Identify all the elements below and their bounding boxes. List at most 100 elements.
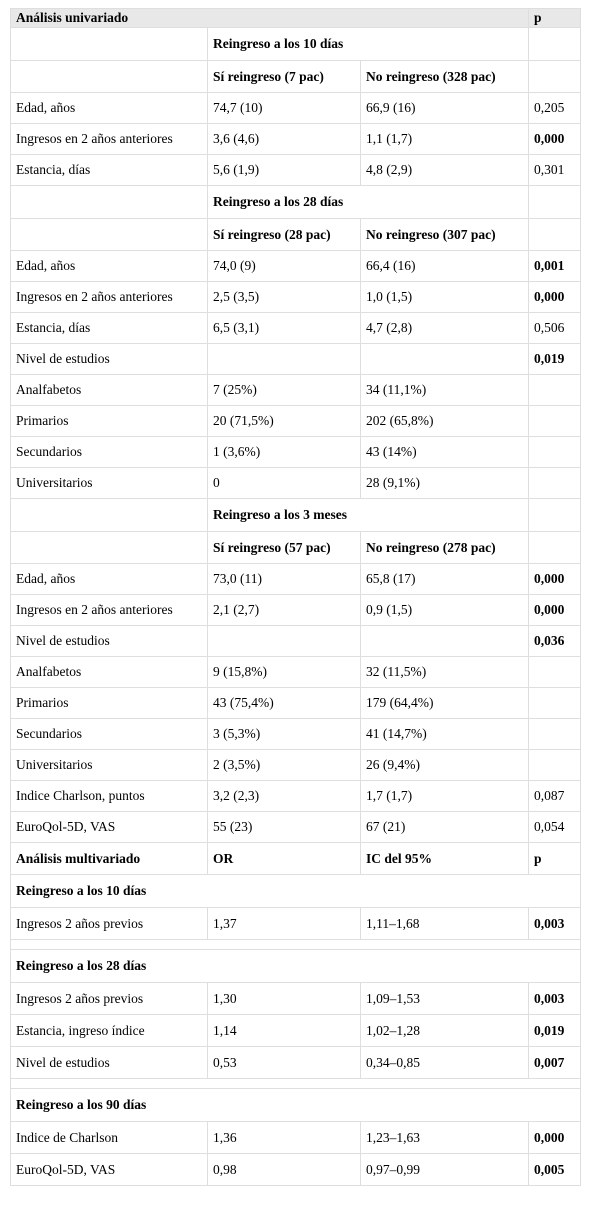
no-value: 1,7 (1,7) [359, 780, 530, 812]
or-value: 1,36 [207, 1121, 361, 1154]
row-label: Ingresos 2 años previos [10, 907, 208, 940]
no-value: 34 (11,1%) [359, 374, 530, 406]
p-value: 0,005 [528, 1153, 582, 1186]
no-readmission-header: No reingreso (328 pac) [359, 60, 530, 93]
section-title-row: Reingreso a los 90 días [9, 1088, 582, 1122]
ci-header: IC del 95% [359, 842, 530, 875]
row-label: Analfabetos [10, 374, 208, 406]
p-value: 0,007 [528, 1046, 582, 1079]
or-value: 1,14 [207, 1014, 361, 1047]
row-label: Edad, años [10, 563, 208, 595]
no-readmission-header: No reingreso (307 pac) [359, 218, 530, 251]
yes-readmission-header: Sí reingreso (28 pac) [207, 218, 361, 251]
multivariate-header-row: Análisis multivariado OR IC del 95% p [10, 842, 582, 875]
column-header-empty [528, 218, 582, 251]
table-row: Universitarios 0 28 (9,1%) [10, 467, 582, 499]
p-value [528, 749, 582, 781]
row-label: Indice de Charlson [10, 1121, 208, 1154]
p-value: 0,019 [528, 343, 582, 375]
ci-value: 1,11–1,68 [359, 907, 530, 940]
ci-value: 0,97–0,99 [359, 1153, 530, 1186]
table-row: Estancia, ingreso índice 1,14 1,02–1,28 0,0… [10, 1014, 582, 1047]
yes-value [207, 343, 361, 375]
multivariate-p-header: p [528, 842, 582, 875]
section-title-row: Reingreso a los 10 días [9, 874, 582, 908]
no-value [359, 343, 530, 375]
group-empty-cell [10, 498, 208, 532]
multivariate-title: Análisis multivariado [10, 842, 208, 875]
yes-value: 0 [207, 467, 361, 499]
group-empty-cell [528, 185, 582, 219]
yes-readmission-header: Sí reingreso (57 pac) [207, 531, 361, 564]
p-value [528, 405, 582, 437]
group-column-header-row: Sí reingreso (28 pac) No reingreso (307 p… [10, 218, 582, 251]
table-row: Ingresos en 2 años anteriores 2,5 (3,5) 1,… [10, 281, 582, 313]
row-label: Edad, años [10, 250, 208, 282]
group-title-row: Reingreso a los 10 días [10, 27, 582, 61]
column-header-empty [528, 60, 582, 93]
row-label: Universitarios [10, 467, 208, 499]
yes-value: 2,5 (3,5) [207, 281, 361, 313]
no-value: 28 (9,1%) [359, 467, 530, 499]
table-row: Ingresos en 2 años anteriores 2,1 (2,7) 0,… [10, 594, 582, 626]
group-title: Reingreso a los 10 días [206, 27, 530, 61]
table-row: Secundarios 3 (5,3%) 41 (14,7%) [10, 718, 582, 750]
or-value: 0,53 [207, 1046, 361, 1079]
yes-value: 43 (75,4%) [207, 687, 361, 719]
row-label: Secundarios [10, 436, 208, 468]
no-value: 66,9 (16) [359, 92, 530, 124]
yes-value: 3 (5,3%) [207, 718, 361, 750]
row-label: EuroQol-5D, VAS [10, 811, 208, 843]
row-label: Primarios [10, 405, 208, 437]
section-spacer-row [9, 1078, 582, 1089]
table-row: Nivel de estudios 0,036 [10, 625, 582, 657]
no-readmission-header: No reingreso (278 pac) [359, 531, 530, 564]
or-value: 1,30 [207, 982, 361, 1015]
no-value: 66,4 (16) [359, 250, 530, 282]
p-value: 0,087 [528, 780, 582, 812]
table-row: Indice de Charlson 1,36 1,23–1,63 0,000 [10, 1121, 582, 1154]
column-header-empty [10, 218, 208, 251]
group-title-row: Reingreso a los 3 meses [10, 498, 582, 532]
group-title: Reingreso a los 28 días [206, 185, 530, 219]
p-value: 0,000 [528, 563, 582, 595]
p-value [528, 467, 582, 499]
p-value: 0,000 [528, 123, 582, 155]
univariate-title: Análisis univariado [9, 8, 530, 28]
p-value [528, 436, 582, 468]
spacer-cell [9, 939, 582, 950]
yes-value: 6,5 (3,1) [207, 312, 361, 344]
table-row: Nivel de estudios 0,53 0,34–0,85 0,007 [10, 1046, 582, 1079]
p-value: 0,506 [528, 312, 582, 344]
p-value: 0,003 [528, 907, 582, 940]
ci-value: 1,09–1,53 [359, 982, 530, 1015]
no-value: 43 (14%) [359, 436, 530, 468]
row-label: Ingresos en 2 años anteriores [10, 281, 208, 313]
table-row: EuroQol-5D, VAS 0,98 0,97–0,99 0,005 [10, 1153, 582, 1186]
row-label: Estancia, días [10, 154, 208, 186]
or-value: 1,37 [207, 907, 361, 940]
ci-value: 1,02–1,28 [359, 1014, 530, 1047]
group-column-header-row: Sí reingreso (7 pac) No reingreso (328 pa… [10, 60, 582, 93]
column-header-empty [10, 60, 208, 93]
p-value [528, 374, 582, 406]
group-title-row: Reingreso a los 28 días [10, 185, 582, 219]
yes-value: 3,6 (4,6) [207, 123, 361, 155]
yes-value: 7 (25%) [207, 374, 361, 406]
table-row: Ingresos 2 años previos 1,30 1,09–1,53 0,00… [10, 982, 582, 1015]
or-header: OR [207, 842, 361, 875]
spacer-cell [9, 1078, 582, 1089]
section-title: Reingreso a los 90 días [9, 1088, 582, 1122]
yes-value: 5,6 (1,9) [207, 154, 361, 186]
p-value: 0,000 [528, 281, 582, 313]
section-title: Reingreso a los 10 días [9, 874, 582, 908]
no-value: 0,9 (1,5) [359, 594, 530, 626]
table-row: Nivel de estudios 0,019 [10, 343, 582, 375]
table-row: Estancia, días 6,5 (3,1) 4,7 (2,8) 0,506 [10, 312, 582, 344]
table-row: EuroQol-5D, VAS 55 (23) 67 (21) 0,054 [10, 811, 582, 843]
no-value: 26 (9,4%) [359, 749, 530, 781]
table-row: Analfabetos 9 (15,8%) 32 (11,5%) [10, 656, 582, 688]
results-table-body: Análisis univariado p Reingreso a los 10… [9, 8, 582, 1186]
row-label: Indice Charlson, puntos [10, 780, 208, 812]
group-empty-cell [10, 185, 208, 219]
